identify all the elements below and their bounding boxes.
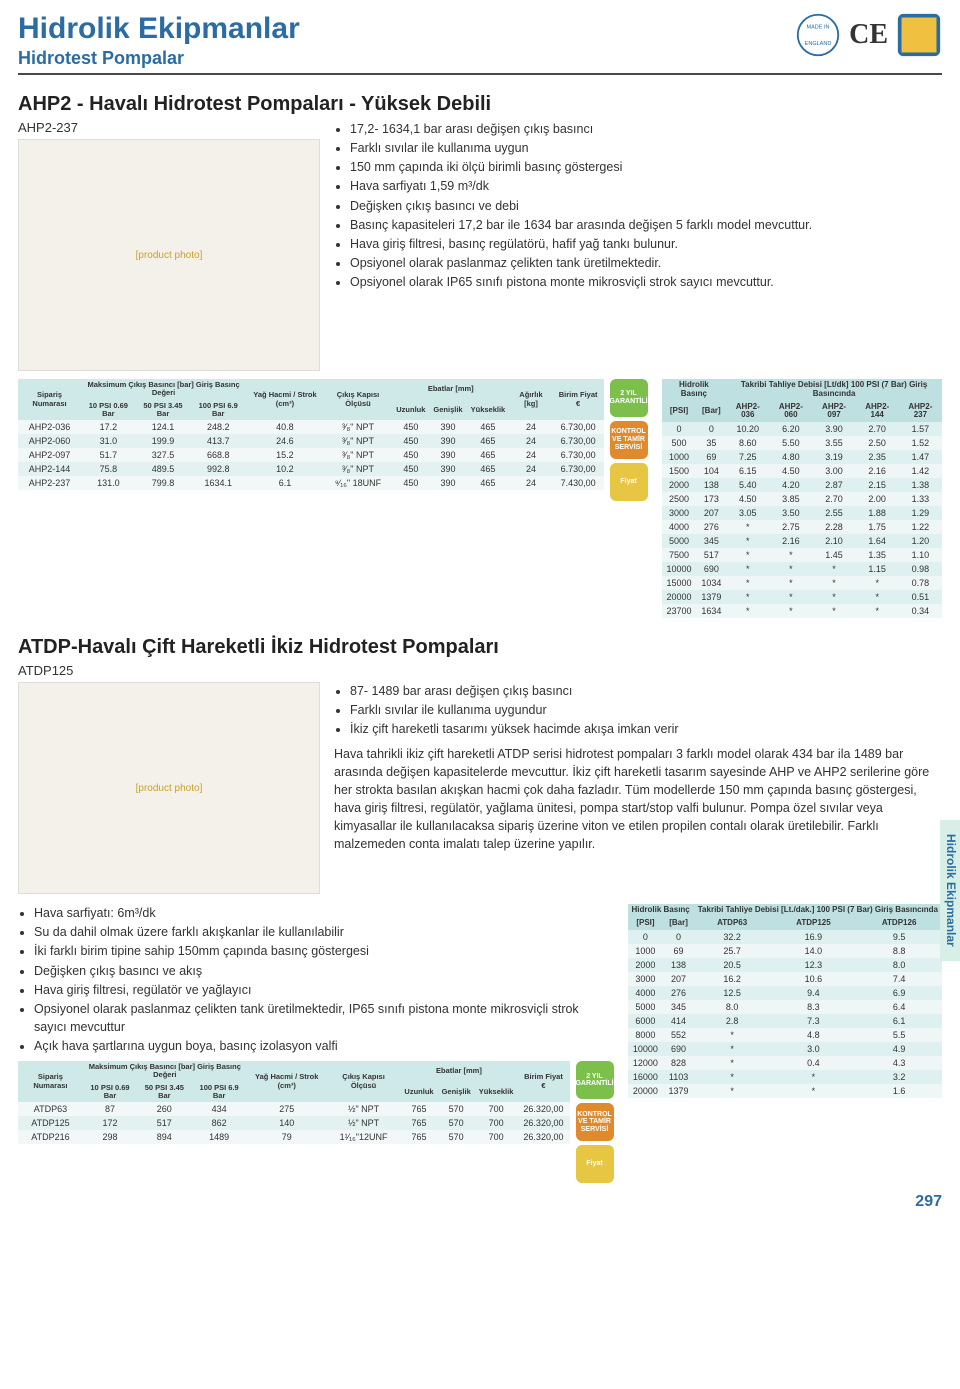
feature-item: 150 mm çapında iki ölçü birimli basınç g… [350, 158, 942, 176]
feature-item: Hava giriş filtresi, regülatör ve yağlay… [34, 981, 614, 999]
section2-paragraph: Hava tahrikli ikiz çift hareketli ATDP s… [334, 745, 942, 854]
ahp2-spec-table: Sipariş NumarasıMaksimum Çıkış Basıncı [… [18, 379, 604, 490]
warranty-badge: 2 YIL GARANTİLİ [610, 379, 648, 417]
brand-logo-icon [896, 12, 942, 58]
badges-2: 2 YIL GARANTİLİ KONTROL VE TAMİR SERVİSİ… [576, 1061, 614, 1183]
feature-item: İki farklı birim tipine sahip 150mm çapı… [34, 942, 614, 960]
feature-item: İkiz çift hareketli tasarımı yüksek haci… [350, 720, 942, 738]
section2-title: ATDP-Havalı Çift Hareketli İkiz Hidrotes… [18, 636, 942, 659]
feature-item: Farklı sıvılar ile kullanıma uygun [350, 139, 942, 157]
feature-item: Opsiyonel olarak paslanmaz çelikten tank… [34, 1000, 614, 1036]
header-rule [18, 73, 942, 75]
badges: 2 YIL GARANTİLİ KONTROL VE TAMİR SERVİSİ… [610, 379, 648, 501]
section2-features-top: 87- 1489 bar arası değişen çıkış basıncı… [334, 682, 942, 738]
feature-item: Hava giriş filtresi, basınç regülatörü, … [350, 235, 942, 253]
product-image-atdp: [product photo] [18, 682, 320, 894]
page-number: 297 [18, 1193, 942, 1211]
made-in-england-icon: MADE IN ENGLAND [795, 12, 841, 58]
feature-item: Su da dahil olmak üzere farklı akışkanla… [34, 923, 614, 941]
price-badge: Fiyat [610, 463, 648, 501]
atdp-spec-table: Sipariş NumarasıMaksimum Çıkış Basıncı [… [18, 1061, 570, 1144]
feature-item: Hava sarfiyatı: 6m³/dk [34, 904, 614, 922]
warranty-badge: 2 YIL GARANTİLİ [576, 1061, 614, 1099]
feature-item: Açık hava şartlarına uygun boya, basınç … [34, 1037, 614, 1055]
section1-model: AHP2-237 [18, 120, 320, 135]
feature-item: Basınç kapasiteleri 17,2 bar ile 1634 ba… [350, 216, 942, 234]
ahp2-pressure-table: Hidrolik BasınçTakribi Tahliye Debisi [L… [662, 379, 942, 618]
section2-model: ATDP125 [18, 663, 942, 678]
feature-item: Hava sarfiyatı 1,59 m³/dk [350, 177, 942, 195]
section2-features-bottom: Hava sarfiyatı: 6m³/dkSu da dahil olmak … [18, 904, 614, 1055]
feature-item: Opsiyonel olarak IP65 sınıfı pistona mon… [350, 273, 942, 291]
atdp-pressure-table: Hidrolik BasınçTakribi Tahliye Debisi [L… [628, 904, 942, 1098]
section1-features: 17,2- 1634,1 bar arası değişen çıkış bas… [334, 120, 942, 291]
svg-text:ENGLAND: ENGLAND [805, 41, 832, 47]
feature-item: Opsiyonel olarak paslanmaz çelikten tank… [350, 254, 942, 272]
section1-title: AHP2 - Havalı Hidrotest Pompaları - Yüks… [18, 93, 942, 116]
svg-text:MADE IN: MADE IN [807, 25, 830, 31]
ce-mark: CE [849, 19, 888, 51]
feature-item: 87- 1489 bar arası değişen çıkış basıncı [350, 682, 942, 700]
product-image-ahp2: [product photo] [18, 139, 320, 371]
header-logos: MADE IN ENGLAND CE [795, 12, 942, 58]
side-tab: Hidrolik Ekipmanlar [940, 820, 960, 961]
price-badge: Fiyat [576, 1145, 614, 1183]
feature-item: 17,2- 1634,1 bar arası değişen çıkış bas… [350, 120, 942, 138]
service-badge: KONTROL VE TAMİR SERVİSİ [610, 421, 648, 459]
feature-item: Değişken çıkış basıncı ve debi [350, 197, 942, 215]
feature-item: Değişken çıkış basıncı ve akış [34, 962, 614, 980]
feature-item: Farklı sıvılar ile kullanıma uygundur [350, 701, 942, 719]
service-badge: KONTROL VE TAMİR SERVİSİ [576, 1103, 614, 1141]
